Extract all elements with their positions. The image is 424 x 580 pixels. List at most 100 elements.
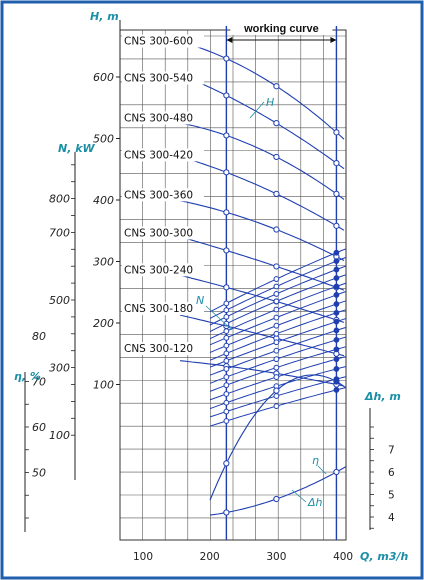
series-label: CNS 300-420: [124, 149, 193, 161]
series-label: CNS 300-300: [124, 227, 193, 239]
series-label: CNS 300-180: [124, 303, 193, 315]
series-label: CNS 300-480: [124, 112, 193, 124]
power-point: [223, 314, 230, 320]
series-label: CNS 300-600: [124, 36, 193, 48]
power-point: [333, 283, 340, 290]
npsh-point: [333, 468, 340, 476]
series-label: CNS 300-360: [124, 189, 193, 201]
chart-marks: [122, 22, 347, 540]
head-curve: [179, 236, 345, 291]
chart-labels: 100 200 300 400 500 600 H, m 100 300 500 700 800 N, …: [14, 10, 408, 563]
head-point: [223, 132, 230, 139]
head-point: [223, 209, 230, 216]
head-curve: [179, 360, 345, 387]
h-axis-tick-label: 400: [93, 194, 114, 207]
efficiency-point: [273, 387, 280, 394]
h-axis-tick-label: 600: [93, 71, 114, 84]
power-point: [223, 382, 230, 389]
x-tick-label: 200: [200, 551, 220, 563]
series-label: CNS 300-120: [124, 343, 193, 355]
series-label-bg: [122, 302, 204, 316]
power-point: [333, 249, 340, 256]
power-point: [333, 275, 340, 281]
power-point: [333, 336, 340, 343]
working-curve-label-bg: [230, 22, 333, 35]
power-point: [273, 339, 280, 346]
power-point: [273, 364, 280, 371]
head-curve: [179, 274, 345, 323]
head-curve: [179, 41, 345, 140]
head-point: [273, 263, 280, 270]
working-curve-arrow-head-right: [330, 37, 337, 43]
series-label: CNS 300-240: [124, 264, 193, 276]
power-point: [273, 298, 280, 305]
power-point: [273, 276, 280, 282]
power-point: [333, 346, 340, 353]
dh-axis-tick-label: 6: [388, 467, 395, 479]
power-point: [333, 292, 340, 298]
head-point: [273, 226, 280, 233]
h-axis-label: H, m: [90, 10, 119, 23]
head-point: [333, 222, 340, 229]
dh-axis-tick-label: 7: [388, 445, 395, 457]
npsh-point: [273, 495, 280, 503]
power-point: [223, 320, 230, 327]
head-point: [223, 55, 230, 62]
power-point: [273, 314, 280, 321]
power-point: [273, 356, 280, 363]
h-axis-tick-label: 500: [93, 133, 114, 146]
eta-axis-tick-label: 50: [32, 467, 46, 480]
efficiency-label-leader: [317, 465, 327, 475]
power-point: [223, 307, 230, 314]
series-label: CNS 300-540: [124, 72, 193, 84]
power-point: [273, 291, 280, 297]
power-point: [273, 306, 280, 313]
power-point: [273, 322, 280, 329]
head-curve: [179, 314, 345, 357]
x-tick-label: 100: [133, 551, 153, 563]
head-point: [223, 169, 230, 176]
power-point: [333, 318, 340, 325]
dh-axis-tick-label: 4: [388, 512, 395, 524]
working-curve-arrow-head-left: [226, 37, 233, 43]
n-axis-label: N, kW: [58, 142, 96, 155]
power-point: [223, 300, 230, 307]
efficiency-curve-label: η: [312, 454, 319, 467]
n-axis-tick-label: 100: [49, 429, 70, 442]
n-axis-tick-label: 300: [49, 362, 70, 375]
series-label-bg: [122, 226, 204, 240]
power-point: [223, 350, 230, 357]
eta-axis-tick-label: 80: [32, 330, 46, 343]
power-curve-label: N: [196, 294, 204, 307]
power-point: [223, 357, 230, 364]
power-point: [273, 393, 280, 399]
head-point: [223, 92, 230, 99]
power-point: [223, 418, 230, 424]
x-tick-label: 300: [266, 551, 286, 563]
head-point: [223, 284, 230, 291]
power-point: [273, 283, 280, 290]
power-point: [333, 366, 340, 372]
h-axis-tick-label: 200: [93, 317, 114, 330]
power-point: [273, 330, 280, 337]
head-curve: [179, 155, 345, 231]
efficiency-point: [223, 460, 230, 467]
power-point: [333, 309, 340, 316]
power-point: [333, 301, 340, 307]
efficiency-point: [333, 378, 340, 385]
head-point: [333, 160, 340, 167]
head-curve: [179, 200, 345, 261]
head-label-leader: [249, 101, 265, 119]
npsh-label-leader: [291, 489, 307, 503]
dh-axis-tick-label: 5: [388, 490, 395, 502]
head-point: [273, 83, 280, 90]
working-curve-label: working curve: [243, 23, 319, 35]
power-point: [333, 387, 340, 393]
power-point: [333, 258, 340, 265]
head-curve-label: H: [266, 96, 274, 109]
power-point: [273, 403, 280, 410]
n-axis-tick-label: 800: [49, 193, 70, 206]
power-point: [223, 334, 230, 341]
series-label-bg: [122, 71, 204, 85]
dh-axis-label: Δh, m: [364, 390, 401, 403]
